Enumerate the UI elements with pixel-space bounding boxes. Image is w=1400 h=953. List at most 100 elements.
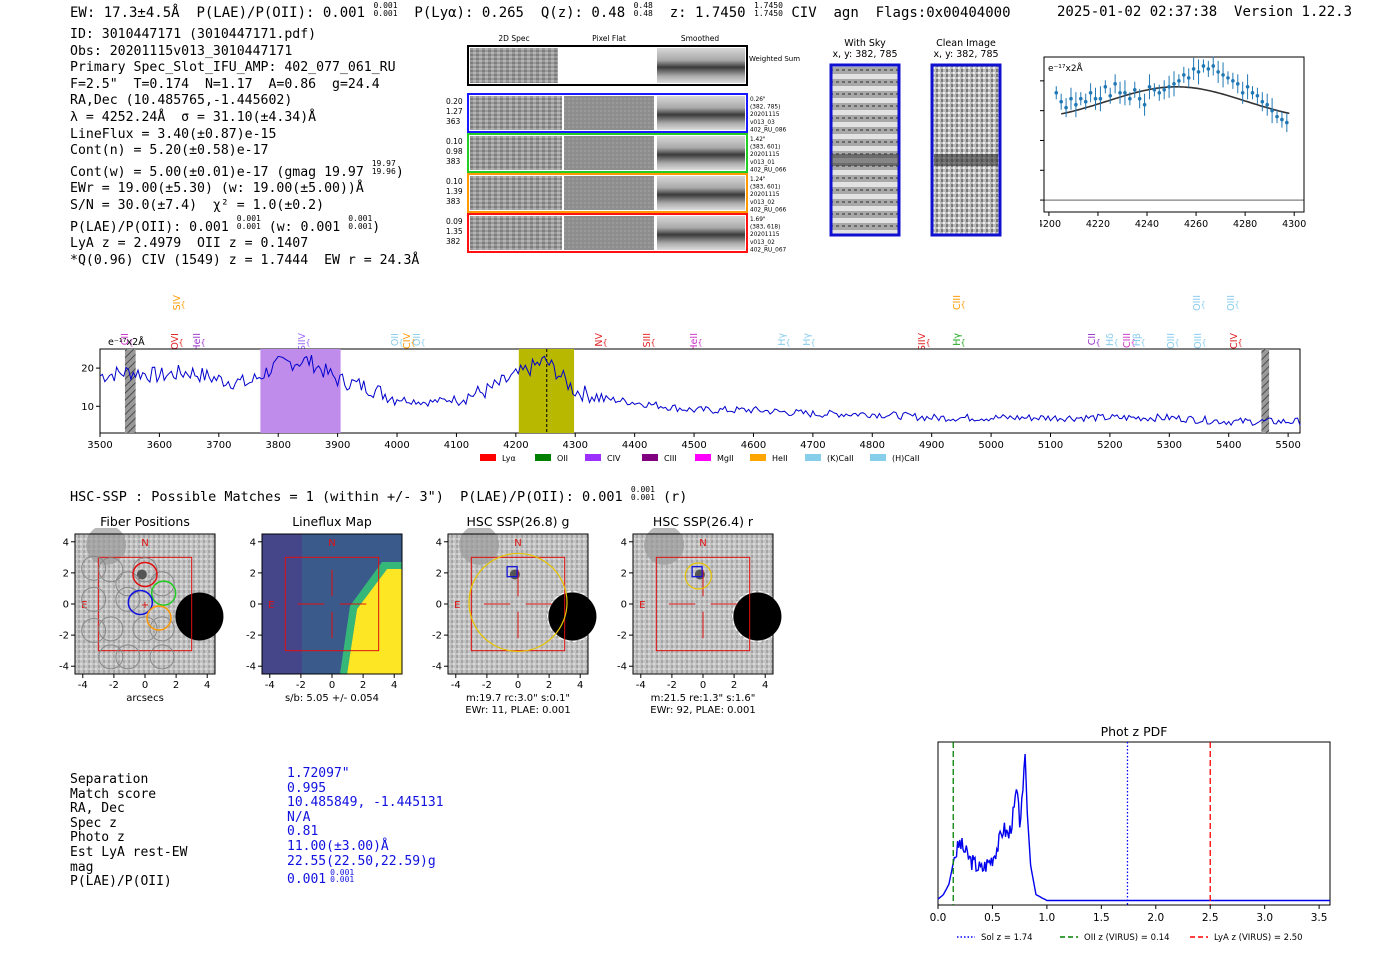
fiber-circle (98, 616, 124, 642)
info-lineflux: LineFlux = 3.40(±0.87)e-15 (70, 126, 277, 142)
info-plae-lo: 0.001 (236, 221, 261, 231)
spectrum-x-tick-label: 4500 (681, 440, 706, 451)
match-label: Est LyA rest-EW (70, 844, 188, 860)
zoom-point (1231, 79, 1235, 83)
match-label: Separation (70, 772, 149, 787)
panel-x-tick-label: -4 (265, 680, 275, 691)
spectrum-x-tick-label: 5500 (1275, 440, 1300, 451)
match-plae-lo: 0.001 (330, 875, 355, 885)
zoom-point (1167, 85, 1171, 89)
cutout-row-stat: 0.09 (446, 217, 463, 226)
panel-y-tick-label: 4 (621, 537, 627, 548)
zoom-point (1260, 99, 1265, 104)
spectrum-axes: 3500 3600 3700 3800 3900 4000 4100 4200 4300 4400… (81, 364, 1301, 451)
photz-legend-label: LyA z (VIRUS) = 2.50 (1214, 933, 1303, 943)
spectral-line-label: CII (1087, 333, 1098, 345)
spectral-line-label: Hβ (1132, 333, 1143, 346)
spectrum-legend-swatch (480, 454, 496, 461)
with-sky-xy: x, y: 382, 785 (832, 49, 898, 60)
neighbor-galaxy (459, 528, 500, 565)
spectral-line-bracket: { (178, 338, 183, 347)
spectral-line-bracket: { (1200, 300, 1205, 309)
header-qz: Q(z): 0.48 (540, 5, 626, 21)
zoom-point (1103, 85, 1108, 89)
zoom-point (1182, 73, 1186, 77)
match-value: 0.001 0.001 0.001 (287, 868, 355, 888)
spectrum-masked-band (124, 349, 136, 433)
photz-x-tick-label: 0.0 (930, 912, 947, 924)
panel-xlabel: arcsecs (126, 693, 164, 704)
hsc-aperture-ellipse (684, 562, 712, 590)
imaging-panel-title: Lineflux Map (292, 514, 372, 529)
cutout-row-meta: 1.42" (750, 137, 766, 143)
hsc-text: HSC-SSP : Possible Matches = 1 (within +… (70, 489, 623, 505)
spectrum-x-tick-label: 4300 (563, 440, 588, 451)
spectral-line-label: NV (594, 333, 605, 347)
spectral-line-bracket: { (1140, 338, 1145, 347)
spectrum-legend-label: CIII (664, 454, 677, 463)
spectral-line-bracket: { (960, 300, 965, 309)
north-label: N (328, 538, 335, 549)
cutout-row-meta: 402_RU_066 (750, 207, 787, 213)
spectral-line-label: CIII (1122, 333, 1133, 348)
zoom-x-tick-label: 4300 (1282, 219, 1306, 230)
match-label: mag (70, 859, 94, 875)
cutout-row-meta: 402_RU_066 (750, 167, 787, 173)
zoom-point (1128, 96, 1132, 101)
spectral-line-label: SIV (172, 295, 183, 311)
weighted-sum-label: Weighted Sum (749, 55, 800, 63)
info-radec: RA,Dec (10.485765,-1.445602) (70, 93, 293, 109)
spectral-line-label: CIV (402, 333, 413, 349)
fiber-circle (149, 616, 175, 642)
cutout-smoothed (657, 216, 745, 250)
photz-axes: 0.0 0.5 1.0 1.5 2.0 2.5 3.0 3.5 (930, 905, 1327, 924)
fiber-circle (132, 557, 158, 583)
info-plae-w-hi: 0.001 (348, 213, 373, 223)
info-ewr: EWr = 19.00(±5.30) (w: 19.00(±5.00))Å (70, 181, 364, 197)
aperture-box (470, 556, 566, 652)
imaging-panel-flux: N E -4 -4 -2 -2 0 0 2 2 4 4 s/b: 5.05 +/- 0.054 (246, 533, 403, 704)
info-contw-hi: 19.97 (371, 158, 396, 168)
hsc-plae-hi: 0.001 (630, 485, 655, 494)
match-label: P(LAE)/P(OII) (70, 874, 172, 890)
cutout-pixelflat (564, 136, 654, 170)
photz-x-tick-label: 1.0 (1039, 912, 1056, 924)
panel-y-tick-label: 2 (621, 568, 627, 579)
full-spectrum: CII{OVI{HeII{SIV{SIIV{OII{CIV{OII{NV{SII… (81, 295, 1301, 463)
spectrum-legend-label: Lyα (502, 454, 516, 463)
spectrum-x-tick-label: 3700 (206, 440, 231, 451)
match-plae-fraction: 0.001 0.001 (330, 869, 355, 885)
spectrum-legend-swatch (535, 454, 551, 461)
hsc-match-box (506, 566, 518, 578)
panel-x-tick-label: 2 (360, 680, 366, 691)
spectrum-x-tick-label: 3500 (87, 440, 112, 451)
spectrum-y-tick-label: 20 (81, 364, 94, 375)
spectral-line-bracket: { (785, 338, 790, 347)
zoom-point (1191, 67, 1196, 71)
with-sky-label: With Sky (844, 38, 886, 49)
aperture-box (655, 556, 751, 652)
spectrum-trace (99, 354, 1301, 427)
header-summary: EW: 17.3±4.5Å P(LAE)/P(OII): 0.001 0.001… (70, 2, 1011, 22)
lineflux-mid-region (340, 562, 402, 674)
info-plae-end: ) (372, 219, 381, 235)
spectral-line-label: OIII (1226, 295, 1237, 311)
spectral-line-bracket: { (420, 338, 425, 347)
cutout-pixelflat (564, 176, 654, 210)
photz-x-tick-label: 3.0 (1256, 912, 1273, 924)
zoom-point (1245, 85, 1250, 89)
zoom-x-tick-label: 4220 (1086, 219, 1110, 230)
cutout-row-meta: 402_RU_086 (750, 127, 787, 133)
spectrum-masked-band (1261, 349, 1270, 433)
spectrum-legend-swatch (695, 454, 711, 461)
cutout-row-stat: 383 (446, 197, 461, 206)
panel-x-tick-label: -4 (636, 680, 646, 691)
cutout-pixelflat (564, 216, 654, 250)
spectrum-x-tick-label: 5400 (1216, 440, 1241, 451)
cutout-row-stat: 1.35 (446, 227, 463, 236)
panel-x-tick-label: 2 (546, 680, 552, 691)
panel-sublabel: EWr: 11, PLAE: 0.001 (465, 705, 571, 716)
zoom-unit-label: e⁻¹⁷x2Å (1048, 62, 1084, 74)
match-value: 11.00(±3.00)Å (287, 838, 389, 854)
zoom-point (1108, 93, 1113, 98)
